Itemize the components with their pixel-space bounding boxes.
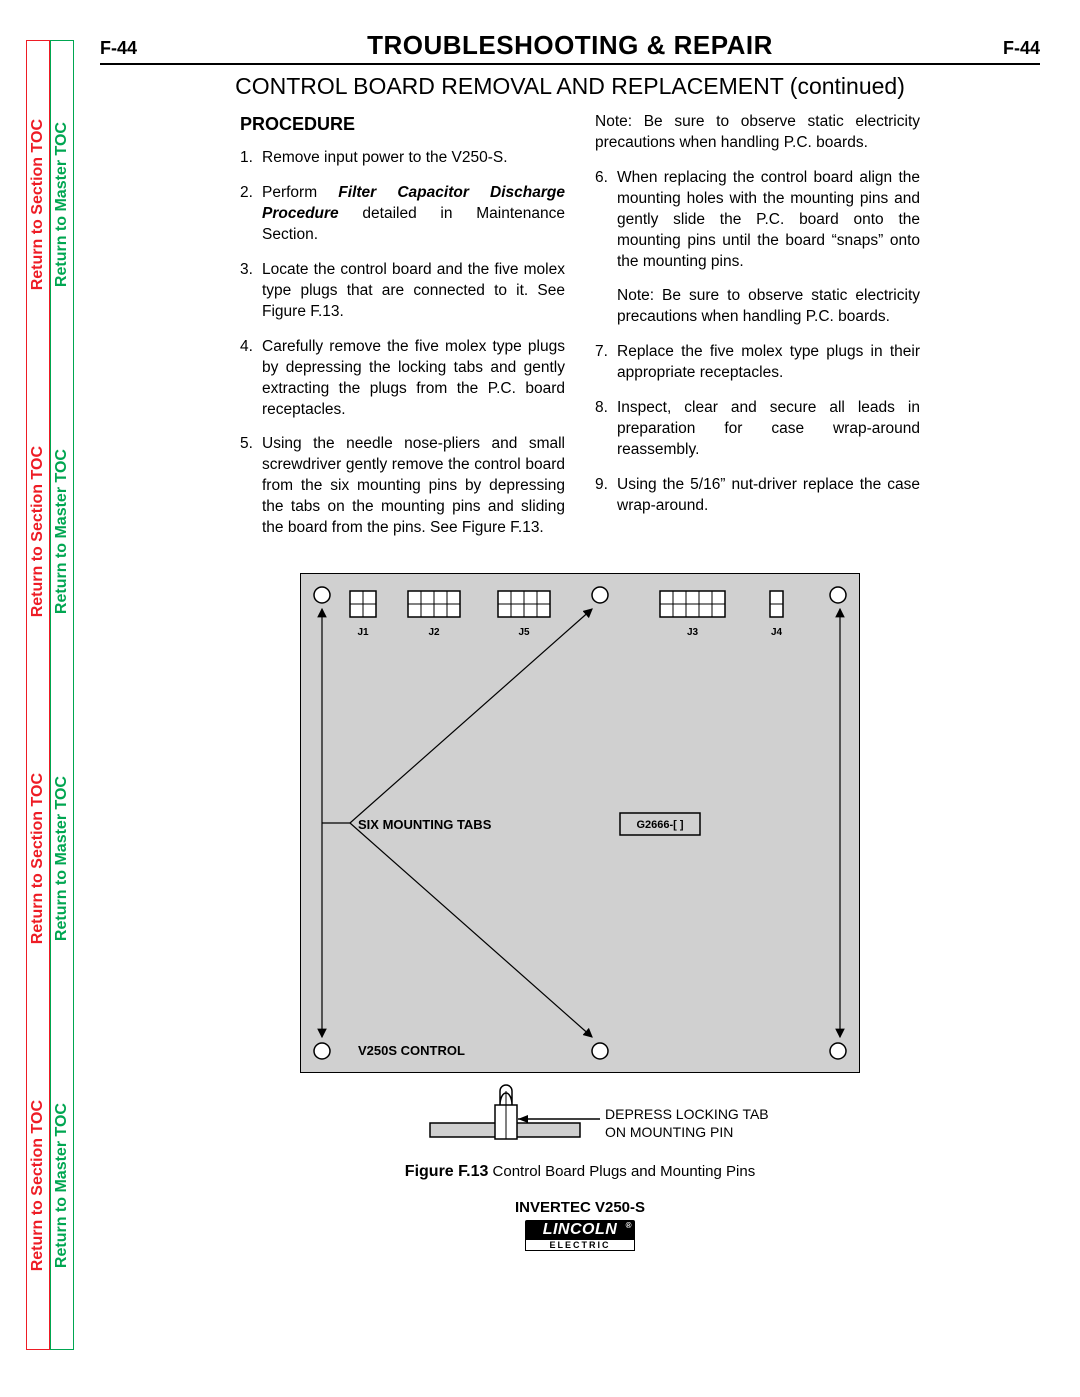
page-subtitle: CONTROL BOARD REMOVAL AND REPLACEMENT (c… — [100, 73, 1040, 100]
footer-model: INVERTEC V250-S — [240, 1199, 920, 1216]
control-board-diagram: J1 J2 J5 J3 J4 SIX MOUNTING TABS G2666-[ ] V250… — [300, 573, 860, 1073]
figure-caption-text: Control Board Plugs and Mounting Pins — [488, 1163, 755, 1180]
step-number: 5. — [240, 434, 262, 539]
step-text: Inspect, clear and secure all leads in p… — [617, 398, 920, 461]
svg-text:J2: J2 — [428, 627, 440, 638]
procedure-step: 2.Perform Filter Capacitor Discharge Pro… — [240, 183, 565, 246]
procedure-step: 1.Remove input power to the V250-S. — [240, 148, 565, 169]
note-text: Note: Be sure to observe static electric… — [595, 112, 920, 154]
section-toc-label: Return to Section TOC — [29, 773, 47, 944]
side-toc-tabs: Return to Section TOC Return to Section … — [26, 40, 74, 1350]
logo-bottom: ELECTRIC — [525, 1239, 635, 1251]
procedure-step: 4.Carefully remove the five molex type p… — [240, 337, 565, 421]
pin-detail-label-2: ON MOUNTING PIN — [605, 1124, 733, 1140]
figure-caption-number: Figure F.13 — [405, 1163, 489, 1180]
page-number-left: F-44 — [100, 38, 137, 59]
section-toc-tab[interactable]: Return to Section TOC Return to Section … — [26, 40, 50, 1350]
body-columns: PROCEDURE 1.Remove input power to the V2… — [100, 112, 1040, 553]
logo-top: LINCOLN® — [525, 1220, 635, 1239]
step-text: Perform Filter Capacitor Discharge Proce… — [262, 183, 565, 246]
figure-caption: Figure F.13 Control Board Plugs and Moun… — [240, 1163, 920, 1181]
step-number: 7. — [595, 342, 617, 384]
step-text: Remove input power to the V250-S. — [262, 148, 565, 169]
procedure-heading: PROCEDURE — [240, 112, 565, 136]
procedure-step: 3.Locate the control board and the five … — [240, 260, 565, 323]
master-toc-label: Return to Master TOC — [53, 1103, 71, 1268]
procedure-step: 8.Inspect, clear and secure all leads in… — [595, 398, 920, 461]
step-number: 3. — [240, 260, 262, 323]
step-number: 2. — [240, 183, 262, 246]
step-text: Replace the five molex type plugs in the… — [617, 342, 920, 384]
pin-detail-label-1: DEPRESS LOCKING TAB — [605, 1106, 769, 1122]
step-text: Carefully remove the five molex type plu… — [262, 337, 565, 421]
step-text: Using the needle nose-pliers and small s… — [262, 434, 565, 539]
left-column: PROCEDURE 1.Remove input power to the V2… — [240, 112, 565, 553]
svg-text:J4: J4 — [771, 627, 783, 638]
step-text: When replacing the control board align t… — [617, 168, 920, 273]
step-number: 6. — [595, 168, 617, 273]
step-number: 8. — [595, 398, 617, 461]
note-text: Note: Be sure to observe static electric… — [595, 286, 920, 328]
procedure-step: 9.Using the 5/16” nut-driver replace the… — [595, 475, 920, 517]
section-toc-label: Return to Section TOC — [29, 446, 47, 617]
page-number-right: F-44 — [1003, 38, 1040, 59]
svg-text:J1: J1 — [357, 627, 369, 638]
page-header: F-44 TROUBLESHOOTING & REPAIR F-44 — [100, 30, 1040, 65]
procedure-step: 7.Replace the five molex type plugs in t… — [595, 342, 920, 384]
page-content: F-44 TROUBLESHOOTING & REPAIR F-44 CONTR… — [100, 30, 1040, 1251]
svg-text:G2666-[ ]: G2666-[ ] — [636, 819, 683, 831]
svg-text:SIX MOUNTING TABS: SIX MOUNTING TABS — [358, 817, 492, 832]
procedure-step: 6.When replacing the control board align… — [595, 168, 920, 273]
master-toc-label: Return to Master TOC — [53, 122, 71, 287]
step-number: 1. — [240, 148, 262, 169]
page-title: TROUBLESHOOTING & REPAIR — [367, 30, 773, 61]
step-text: Using the 5/16” nut-driver replace the c… — [617, 475, 920, 517]
section-toc-label: Return to Section TOC — [29, 119, 47, 290]
svg-text:V250S CONTROL: V250S CONTROL — [358, 1043, 465, 1058]
svg-text:J3: J3 — [687, 627, 699, 638]
mounting-pin-detail: DEPRESS LOCKING TAB ON MOUNTING PIN — [300, 1079, 860, 1149]
svg-text:J5: J5 — [518, 627, 530, 638]
page-footer: INVERTEC V250-S LINCOLN® ELECTRIC — [240, 1199, 920, 1251]
procedure-step: 5.Using the needle nose-pliers and small… — [240, 434, 565, 539]
master-toc-label: Return to Master TOC — [53, 776, 71, 941]
step-number: 4. — [240, 337, 262, 421]
master-toc-label: Return to Master TOC — [53, 449, 71, 614]
master-toc-tab[interactable]: Return to Master TOC Return to Master TO… — [50, 40, 74, 1350]
right-column: Note: Be sure to observe static electric… — [595, 112, 920, 553]
step-text: Locate the control board and the five mo… — [262, 260, 565, 323]
figure-f13: J1 J2 J5 J3 J4 SIX MOUNTING TABS G2666-[ ] V250… — [240, 573, 920, 1251]
step-number: 9. — [595, 475, 617, 517]
section-toc-label: Return to Section TOC — [29, 1100, 47, 1271]
lincoln-electric-logo: LINCOLN® ELECTRIC — [525, 1220, 635, 1251]
